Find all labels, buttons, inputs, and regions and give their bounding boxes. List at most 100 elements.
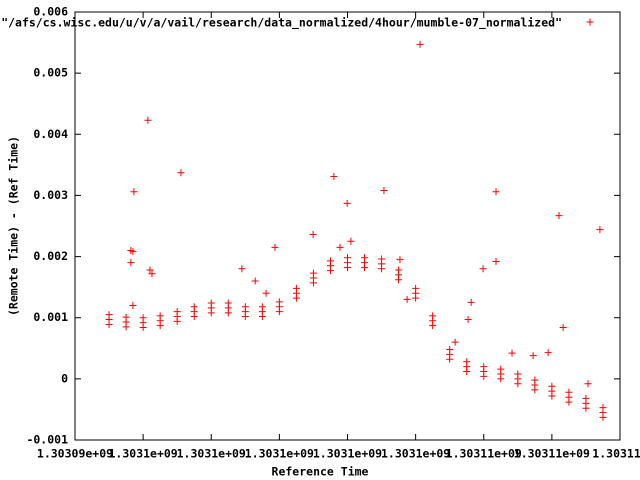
point xyxy=(565,388,573,396)
point xyxy=(429,312,437,320)
point xyxy=(412,294,420,302)
point xyxy=(130,188,138,196)
point xyxy=(105,311,113,319)
point xyxy=(292,284,300,292)
x-tick-label: 1.3031e+09 xyxy=(381,447,450,461)
point xyxy=(380,187,388,195)
point xyxy=(463,358,471,366)
point xyxy=(599,413,607,421)
point xyxy=(190,312,198,320)
point xyxy=(309,231,317,239)
point xyxy=(105,320,113,328)
point xyxy=(241,312,249,320)
y-tick-label: 0.006 xyxy=(33,5,68,19)
point xyxy=(251,277,259,285)
point xyxy=(492,257,500,265)
point xyxy=(403,295,411,303)
point xyxy=(326,267,334,275)
point xyxy=(531,376,539,384)
point xyxy=(544,349,552,357)
point xyxy=(429,322,437,330)
point xyxy=(463,368,471,376)
point xyxy=(207,309,215,317)
point xyxy=(156,322,164,330)
point xyxy=(548,392,556,400)
x-tick-label: 1.30309e+09 xyxy=(37,447,113,461)
point xyxy=(148,270,156,278)
y-tick-label: 0.005 xyxy=(33,66,68,80)
point xyxy=(156,312,164,320)
point xyxy=(122,313,130,321)
y-tick-label: -0.001 xyxy=(26,433,68,447)
point xyxy=(271,243,279,251)
y-tick-label: 0.002 xyxy=(33,249,68,263)
point xyxy=(446,346,454,354)
x-tick-label: 1.30311e+09 xyxy=(446,447,522,461)
x-tick-label: 1.30311e+09 xyxy=(514,447,590,461)
point xyxy=(378,255,386,263)
point xyxy=(344,264,351,272)
x-tick-label: 1.3031e+09 xyxy=(245,447,314,461)
point xyxy=(378,265,386,273)
point xyxy=(361,264,369,272)
point xyxy=(139,314,147,322)
point xyxy=(508,349,516,357)
point xyxy=(492,188,500,196)
point xyxy=(361,254,369,262)
y-tick-label: 0 xyxy=(61,371,68,385)
point xyxy=(582,404,590,412)
point xyxy=(330,172,338,180)
point xyxy=(177,169,185,177)
point xyxy=(146,266,154,274)
point xyxy=(412,284,420,292)
point xyxy=(241,303,249,311)
point xyxy=(224,299,232,307)
point xyxy=(599,404,607,412)
point xyxy=(451,338,459,346)
point xyxy=(344,254,351,262)
point xyxy=(309,269,317,277)
point xyxy=(514,370,522,378)
plot-border xyxy=(74,11,621,441)
point xyxy=(190,303,198,311)
point xyxy=(479,265,487,273)
y-tick-label: 0.003 xyxy=(33,188,68,202)
point xyxy=(395,266,403,274)
point xyxy=(238,265,246,273)
point xyxy=(343,199,351,207)
legend-marker xyxy=(586,18,594,26)
x-tick-label: 1.3031e+09 xyxy=(109,447,178,461)
point xyxy=(446,355,454,363)
point xyxy=(396,256,404,264)
point xyxy=(529,352,537,360)
point xyxy=(262,289,270,297)
point xyxy=(336,243,344,251)
point xyxy=(258,303,266,311)
point xyxy=(258,312,266,320)
x-tick-label: 1.30311e xyxy=(592,447,640,461)
point xyxy=(173,317,181,325)
point xyxy=(395,276,403,284)
point xyxy=(531,386,539,394)
point xyxy=(467,298,475,306)
point xyxy=(173,308,181,316)
point xyxy=(144,116,152,124)
point xyxy=(480,363,488,371)
y-axis-label: (Remote Time) - (Ref Time) xyxy=(7,136,21,316)
point xyxy=(292,294,300,302)
point xyxy=(275,298,283,306)
point xyxy=(129,301,137,309)
point xyxy=(497,365,505,373)
point xyxy=(514,380,522,388)
point xyxy=(347,237,355,245)
point xyxy=(555,212,563,220)
point xyxy=(224,309,232,317)
point xyxy=(122,323,130,331)
point xyxy=(326,257,334,265)
point xyxy=(207,299,215,307)
point xyxy=(416,40,424,48)
y-tick-label: 0.004 xyxy=(33,127,68,141)
point xyxy=(559,323,567,331)
point xyxy=(596,226,604,234)
